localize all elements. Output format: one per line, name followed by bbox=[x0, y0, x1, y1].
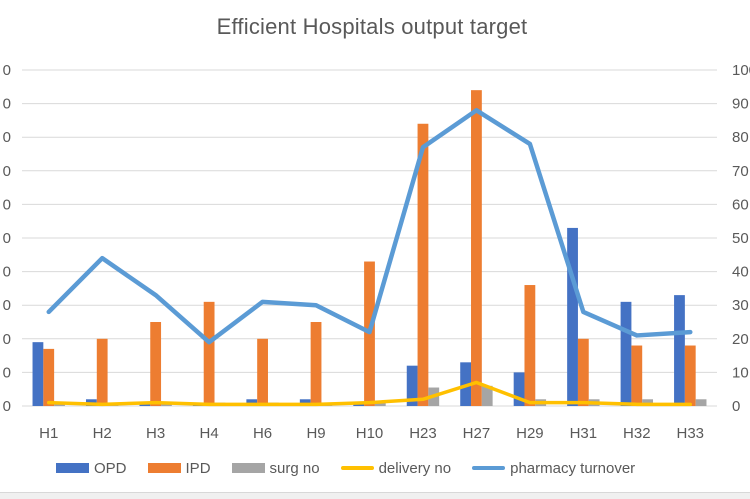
bottom-window-strip bbox=[0, 492, 750, 499]
bar-ipd-H4 bbox=[203, 301, 215, 406]
right-axis-tick: 30 bbox=[732, 297, 749, 314]
legend-swatch-line bbox=[340, 466, 374, 470]
x-axis-label-h9: H9 bbox=[306, 425, 325, 442]
bar-opd-H33 bbox=[674, 295, 685, 406]
left-axis-tick-fragment: 0 bbox=[3, 297, 11, 314]
x-axis-label-h1: H1 bbox=[39, 425, 58, 442]
legend-label: IPD bbox=[185, 459, 211, 477]
right-axis-tick: 90 bbox=[732, 96, 749, 113]
x-axis-label-h10: H10 bbox=[356, 425, 384, 442]
left-axis-tick-fragment: 0 bbox=[3, 264, 11, 281]
right-axis-tick: 70 bbox=[732, 163, 749, 180]
left-axis-tick-fragment: 0 bbox=[3, 331, 11, 348]
line-delivery-no bbox=[46, 380, 693, 407]
bar-ipd-H33 bbox=[684, 345, 696, 406]
bar-ipd-H27 bbox=[471, 90, 482, 406]
x-axis-label-h2: H2 bbox=[93, 425, 112, 442]
bar-ipd-H6 bbox=[257, 338, 268, 406]
bar-ipd-H1 bbox=[43, 348, 55, 406]
bar-surg-no-H33 bbox=[695, 399, 707, 406]
x-axis-label-h31: H31 bbox=[570, 425, 598, 442]
right-axis-tick: 50 bbox=[732, 230, 749, 247]
bar-ipd-H29 bbox=[524, 285, 536, 406]
right-axis-tick: 100 bbox=[732, 62, 750, 79]
x-axis-label-h32: H32 bbox=[623, 425, 651, 442]
bar-opd-H29 bbox=[513, 372, 525, 406]
left-axis-tick-fragment: 0 bbox=[3, 230, 11, 247]
bar-ipd-H2 bbox=[96, 338, 108, 406]
bar-ipd-H9 bbox=[310, 322, 322, 406]
x-axis-label-h29: H29 bbox=[516, 425, 544, 442]
legend-item-surg-no: surg no bbox=[231, 459, 320, 477]
x-axis-label-h33: H33 bbox=[677, 425, 705, 442]
x-axis-label-h6: H6 bbox=[253, 425, 272, 442]
chart-legend: OPD IPD surg no delivery no pharmacy turnove… bbox=[56, 456, 635, 480]
left-axis-tick-fragment: 0 bbox=[3, 96, 11, 113]
left-axis-tick-fragment: 0 bbox=[3, 62, 11, 79]
left-axis-tick-fragment: 0 bbox=[3, 364, 11, 381]
right-axis-tick: 60 bbox=[732, 196, 749, 213]
legend-swatch-bar bbox=[231, 463, 265, 473]
x-axis-label-h23: H23 bbox=[409, 425, 437, 442]
x-axis-label-h27: H27 bbox=[463, 425, 491, 442]
legend-label: pharmacy turnover bbox=[510, 459, 636, 477]
right-axis-tick: 20 bbox=[732, 331, 749, 348]
bar-opd-H32 bbox=[620, 301, 632, 406]
x-axis-label-h4: H4 bbox=[200, 425, 219, 442]
right-axis-tick: 10 bbox=[732, 364, 749, 381]
legend-label: delivery no bbox=[378, 459, 452, 477]
left-axis-tick-fragment: 0 bbox=[3, 398, 11, 415]
legend-swatch-bar bbox=[147, 463, 181, 473]
bar-ipd-H32 bbox=[631, 345, 643, 406]
right-axis-tick: 80 bbox=[732, 129, 749, 146]
bar-opd-H31 bbox=[567, 227, 578, 406]
legend-item-delivery-no: delivery no bbox=[340, 459, 452, 477]
line-pharmacy-turnover bbox=[46, 108, 693, 345]
legend-swatch-bar bbox=[56, 463, 89, 473]
legend-label: OPD bbox=[94, 459, 127, 477]
legend-item-opd: OPD bbox=[56, 460, 127, 477]
x-axis-label-h3: H3 bbox=[146, 425, 165, 442]
legend-label: surg no bbox=[269, 459, 320, 477]
left-axis-tick-fragment: 0 bbox=[3, 196, 11, 213]
bar-ipd-H3 bbox=[150, 322, 162, 406]
left-axis-tick-fragment: 0 bbox=[3, 129, 11, 146]
bar-opd-H23 bbox=[406, 365, 418, 406]
right-axis-tick: 40 bbox=[732, 264, 749, 281]
bar-ipd-H31 bbox=[577, 338, 589, 406]
legend-item-pharmacy-turnover: pharmacy turnover bbox=[472, 460, 635, 477]
bar-surg-no-H27 bbox=[481, 385, 493, 406]
chart-title: Efficient Hospitals output target bbox=[216, 14, 528, 39]
right-axis-tick: 0 bbox=[732, 398, 740, 415]
left-axis-tick-fragment: 0 bbox=[3, 163, 11, 180]
bar-ipd-H23 bbox=[417, 123, 429, 406]
bar-opd-H1 bbox=[32, 342, 44, 406]
bar-surg-no-H10 bbox=[374, 402, 386, 406]
legend-item-ipd: IPD bbox=[147, 459, 211, 477]
legend-swatch-line bbox=[472, 466, 506, 470]
